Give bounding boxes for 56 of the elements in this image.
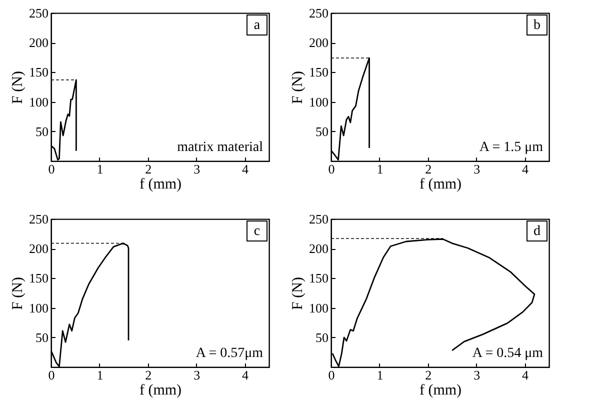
annotation: A = 1.5 μm <box>479 140 544 155</box>
y-tick-label: 50 <box>36 124 48 139</box>
annotation: c <box>254 224 260 239</box>
y-tick-label: 150 <box>29 64 48 80</box>
x-tick-label: 4 <box>242 368 250 382</box>
x-tick-label: 2 <box>145 162 152 176</box>
y-tick-label: 250 <box>29 212 48 226</box>
x-axis-title: f (mm) <box>139 176 182 192</box>
x-tick-label: 1 <box>96 368 104 382</box>
y-tick-label: 100 <box>309 94 328 110</box>
y-tick-label: 200 <box>29 241 48 256</box>
x-tick-label: 0 <box>48 368 55 382</box>
annotation: d <box>534 224 540 239</box>
x-tick-label: 4 <box>242 162 250 176</box>
annotation: A = 0.54 μm <box>472 346 544 361</box>
y-axis-title: F (N) <box>10 277 26 310</box>
y-axis-title: F (N) <box>10 71 26 104</box>
y-tick-label: 50 <box>316 124 328 139</box>
y-tick-label: 100 <box>309 300 328 316</box>
x-tick-label: 3 <box>474 162 480 176</box>
y-tick-label: 50 <box>36 330 48 345</box>
x-tick-label: 3 <box>194 368 200 382</box>
y-tick-label: 50 <box>316 330 328 345</box>
x-tick-label: 2 <box>425 162 432 176</box>
annotation: A = 0.57μm <box>196 346 264 361</box>
y-axis-title: F (N) <box>290 71 306 104</box>
x-tick-label: 0 <box>328 368 335 382</box>
y-tick-label: 200 <box>309 35 328 50</box>
y-tick-label: 250 <box>29 6 48 20</box>
x-tick-label: 4 <box>522 368 530 382</box>
y-tick-label: 100 <box>29 94 48 110</box>
x-tick-label: 3 <box>474 368 480 382</box>
y-tick-label: 150 <box>309 270 328 286</box>
y-axis-title: F (N) <box>290 277 306 310</box>
x-axis-title: f (mm) <box>419 382 462 398</box>
y-tick-label: 100 <box>29 300 48 316</box>
x-tick-label: 2 <box>145 368 152 382</box>
x-tick-label: 1 <box>376 162 384 176</box>
x-tick-label: 1 <box>96 162 104 176</box>
y-tick-label: 150 <box>309 64 328 80</box>
x-tick-label: 4 <box>522 162 530 176</box>
y-tick-label: 250 <box>309 212 328 226</box>
x-tick-label: 0 <box>328 162 335 176</box>
x-tick-label: 1 <box>376 368 384 382</box>
annotation: b <box>534 18 540 33</box>
x-tick-label: 3 <box>194 162 200 176</box>
y-tick-label: 250 <box>309 6 328 20</box>
y-tick-label: 200 <box>29 35 48 50</box>
x-tick-label: 2 <box>425 368 432 382</box>
y-tick-label: 150 <box>29 270 48 286</box>
y-tick-label: 200 <box>309 241 328 256</box>
x-tick-label: 0 <box>48 162 55 176</box>
annotation: a <box>254 18 261 33</box>
x-axis-title: f (mm) <box>139 382 182 398</box>
annotation: matrix material <box>177 140 264 155</box>
x-axis-title: f (mm) <box>419 176 462 192</box>
